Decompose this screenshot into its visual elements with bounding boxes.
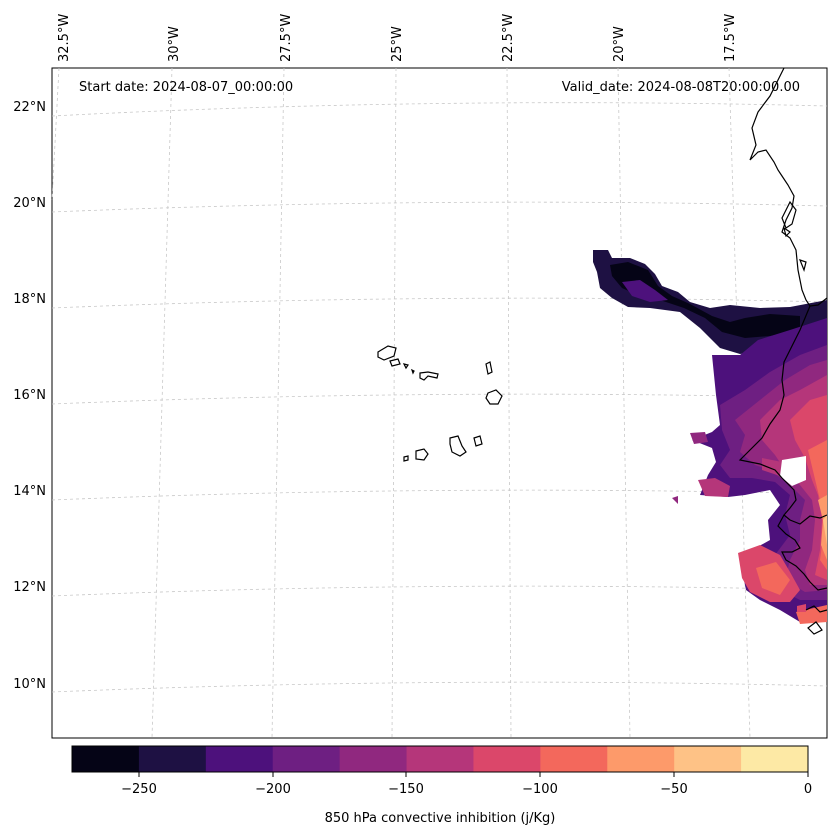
lon-label: 32.5°W: [57, 14, 72, 62]
lon-label: 17.5°W: [723, 14, 738, 62]
colorbar-tick-label: −200: [255, 782, 291, 797]
lon-label: 25°W: [390, 26, 405, 62]
lat-label: 18°N: [13, 292, 46, 307]
lat-label: 14°N: [13, 484, 46, 499]
colorbar-swatch: [540, 746, 608, 772]
coastline: [738, 67, 828, 635]
colorbar-tick-label: −100: [522, 782, 558, 797]
colorbar-tick-label: 0: [804, 782, 812, 797]
lat-label: 20°N: [13, 196, 46, 211]
map-frame: [51, 67, 828, 739]
colorbar-swatch: [406, 746, 474, 772]
longitude-labels: 32.5°W 30°W 27.5°W 25°W 22.5°W 20°W 17.5…: [57, 14, 738, 62]
lon-label: 27.5°W: [279, 14, 294, 62]
colorbar-tick-label: −150: [388, 782, 424, 797]
colorbar-border: [71, 745, 809, 773]
valid-date-label: Valid_date: 2024-08-08T20:00:00.00: [562, 80, 800, 95]
colorbar-swatch: [272, 746, 341, 772]
colorbar-tick-label: −250: [121, 782, 157, 797]
colorbar-swatch: [741, 746, 809, 772]
lat-label: 10°N: [13, 677, 46, 692]
start-date-label: Start date: 2024-08-07_00:00:00: [79, 80, 293, 95]
latitude-labels: 22°N 20°N 18°N 16°N 14°N 12°N 10°N: [13, 100, 46, 692]
colorbar-swatch: [339, 746, 408, 772]
lon-label: 20°W: [612, 26, 627, 62]
colorbar-swatch: [674, 746, 742, 772]
colorbar: [72, 746, 809, 772]
colorbar-swatch: [473, 746, 541, 772]
cabo-verde-islands: [377, 345, 503, 462]
lat-label: 12°N: [13, 580, 46, 595]
colorbar-swatch: [205, 746, 274, 772]
lat-label: 16°N: [13, 388, 46, 403]
colorbar-swatch: [138, 746, 207, 772]
colorbar-swatch: [607, 746, 675, 772]
graticule: [51, 67, 828, 739]
colorbar-tick-label: −50: [660, 782, 687, 797]
lon-label: 30°W: [167, 26, 182, 62]
colorbar-swatch: [72, 746, 140, 772]
lon-label: 22.5°W: [501, 14, 516, 62]
lat-label: 22°N: [13, 100, 46, 115]
colorbar-label: 850 hPa convective inhibition (j/Kg): [325, 811, 556, 826]
colorbar-ticks: −250 −200 −150 −100 −50 0: [121, 772, 812, 797]
